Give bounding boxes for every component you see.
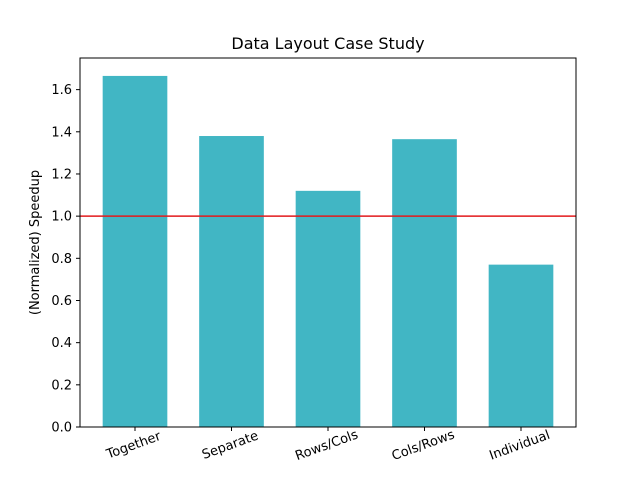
- chart-title: Data Layout Case Study: [231, 34, 424, 53]
- x-axis-ticks: Together Separate Rows/Cols Cols/Rows Indivi…: [104, 427, 552, 464]
- x-tick-label: Cols/Rows: [390, 427, 457, 464]
- x-tick-label: Individual: [487, 428, 552, 464]
- y-tick-label: 0.6: [51, 294, 72, 309]
- bar-separate: [199, 136, 264, 427]
- y-axis-ticks: 0.0 0.2 0.4 0.6 0.8 1.0 1.2 1.4 1.6: [51, 83, 80, 436]
- y-tick-label: 1.4: [51, 125, 72, 140]
- y-tick-label: 1.6: [51, 83, 72, 98]
- y-tick-label: 0.4: [51, 336, 72, 351]
- y-tick-label: 1.0: [51, 210, 72, 225]
- y-tick-label: 0.0: [51, 421, 72, 436]
- x-tick-label: Rows/Cols: [293, 427, 360, 464]
- bar-cols-rows: [392, 139, 457, 427]
- x-tick-label: Together: [104, 429, 164, 463]
- bar-rows-cols: [295, 190, 361, 427]
- y-axis-label: (Normalized) Speedup: [28, 170, 43, 315]
- y-tick-label: 0.2: [51, 378, 72, 393]
- bars: [102, 75, 554, 428]
- y-tick-label: 0.8: [51, 252, 72, 267]
- bar-together: [102, 75, 168, 428]
- y-tick-label: 1.2: [51, 167, 72, 182]
- x-tick-label: Separate: [200, 429, 260, 463]
- bar-individual: [488, 264, 554, 427]
